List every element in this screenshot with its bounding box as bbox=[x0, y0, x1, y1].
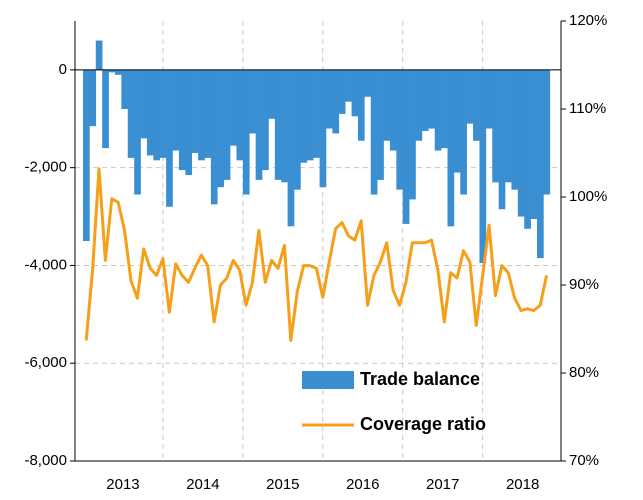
legend-label: Trade balance bbox=[360, 369, 480, 389]
bar bbox=[543, 69, 551, 195]
bar bbox=[492, 69, 499, 183]
y2-tick-label: 90% bbox=[569, 276, 599, 293]
bar bbox=[466, 69, 474, 124]
x-tick-label: 2014 bbox=[186, 476, 219, 493]
bar bbox=[287, 69, 295, 227]
bar bbox=[166, 69, 173, 207]
bar bbox=[428, 69, 436, 129]
bar bbox=[364, 69, 372, 97]
bar bbox=[370, 69, 378, 195]
x-tick-label: 2015 bbox=[266, 476, 299, 493]
bar bbox=[505, 69, 512, 183]
bar bbox=[159, 69, 167, 158]
bar bbox=[332, 69, 340, 134]
x-tick-label: 2018 bbox=[506, 476, 539, 493]
bar bbox=[511, 69, 519, 190]
y2-tick-label: 120% bbox=[569, 12, 607, 29]
x-tick-label: 2013 bbox=[106, 476, 139, 493]
bar bbox=[460, 69, 467, 195]
bar bbox=[82, 69, 90, 241]
bar bbox=[294, 69, 301, 190]
bar bbox=[447, 69, 455, 227]
line bbox=[84, 167, 549, 342]
bar bbox=[134, 69, 141, 195]
bar bbox=[306, 69, 314, 161]
bar bbox=[217, 69, 224, 188]
bar bbox=[453, 69, 461, 173]
bar bbox=[537, 69, 544, 259]
bar bbox=[127, 69, 135, 158]
bar bbox=[345, 69, 352, 102]
bar bbox=[95, 40, 103, 70]
bar bbox=[524, 69, 531, 229]
bar bbox=[415, 69, 423, 141]
x-tick-label: 2016 bbox=[346, 476, 379, 493]
y2-tick-label: 100% bbox=[569, 188, 607, 205]
y2-tick-label: 70% bbox=[569, 452, 599, 469]
bar bbox=[377, 69, 384, 180]
bar bbox=[319, 69, 327, 188]
legend-swatch bbox=[302, 371, 354, 389]
y-tick-label: -4,000 bbox=[24, 256, 67, 273]
bar bbox=[351, 69, 359, 117]
bar bbox=[389, 69, 397, 151]
bar bbox=[178, 69, 186, 171]
bar bbox=[230, 69, 237, 146]
bar bbox=[185, 69, 193, 175]
bar bbox=[191, 69, 199, 153]
bar bbox=[396, 69, 404, 190]
bar bbox=[325, 69, 333, 129]
bar bbox=[530, 69, 538, 219]
bar bbox=[140, 69, 148, 139]
bar bbox=[281, 69, 288, 183]
bar bbox=[517, 69, 525, 217]
bar bbox=[223, 69, 231, 180]
bar bbox=[114, 69, 122, 75]
bar bbox=[146, 69, 154, 156]
bar bbox=[441, 69, 448, 149]
bar bbox=[409, 69, 416, 200]
bar bbox=[421, 69, 429, 131]
bar bbox=[498, 69, 506, 210]
legend-label: Coverage ratio bbox=[360, 414, 486, 434]
bar bbox=[242, 69, 250, 195]
y2-tick-label: 80% bbox=[569, 364, 599, 381]
bar bbox=[402, 69, 410, 224]
bar bbox=[479, 69, 487, 263]
bar bbox=[255, 69, 263, 180]
bar bbox=[249, 69, 256, 134]
y-tick-label: -2,000 bbox=[24, 159, 67, 176]
bar bbox=[383, 69, 391, 141]
bar bbox=[153, 69, 161, 161]
bar bbox=[268, 69, 276, 119]
bar bbox=[274, 69, 282, 180]
bar bbox=[102, 69, 109, 149]
bar bbox=[210, 69, 218, 205]
bar bbox=[485, 69, 493, 129]
y-tick-label: -8,000 bbox=[24, 452, 67, 469]
bar bbox=[300, 69, 308, 163]
bar bbox=[357, 69, 365, 141]
bar bbox=[473, 69, 480, 141]
bar bbox=[108, 69, 116, 73]
bar bbox=[89, 69, 97, 127]
bar bbox=[198, 69, 205, 161]
bar bbox=[204, 69, 212, 158]
bar bbox=[121, 69, 129, 109]
y-tick-label: 0 bbox=[59, 61, 67, 78]
y-tick-label: -6,000 bbox=[24, 354, 67, 371]
x-tick-label: 2017 bbox=[426, 476, 459, 493]
bar bbox=[262, 69, 269, 171]
bar bbox=[434, 69, 442, 151]
bar bbox=[172, 69, 180, 151]
bar bbox=[236, 69, 244, 161]
bar bbox=[338, 69, 346, 114]
bar bbox=[313, 69, 320, 158]
y2-tick-label: 110% bbox=[569, 100, 606, 117]
